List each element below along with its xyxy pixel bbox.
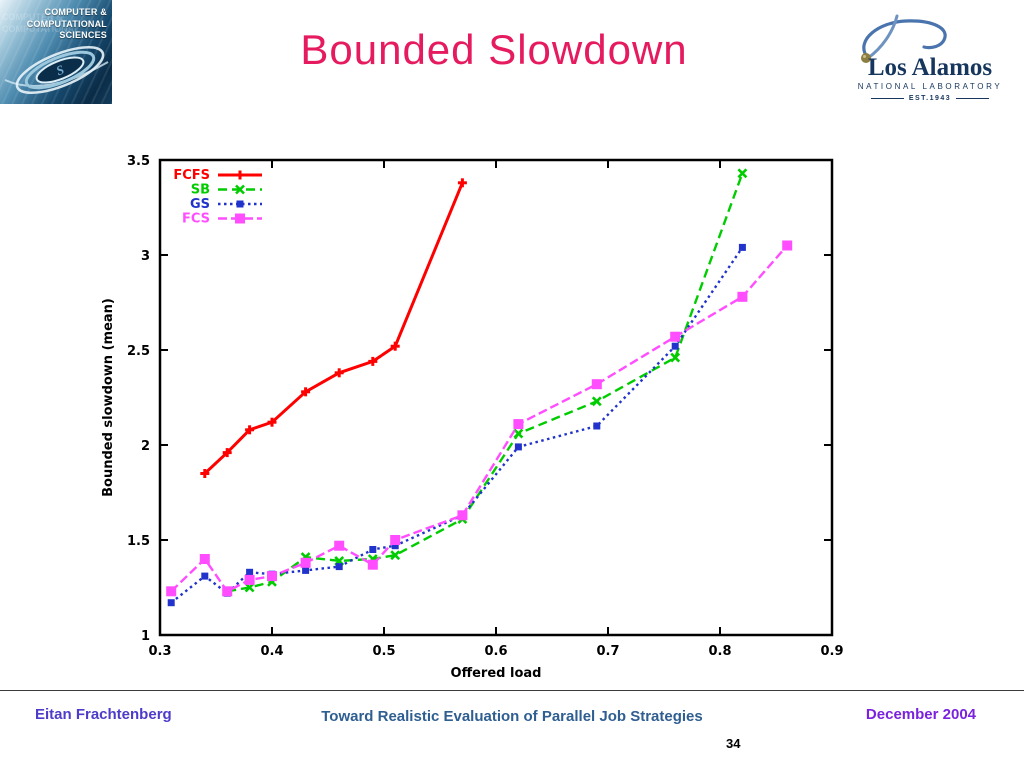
footer-presentation-title: Toward Realistic Evaluation of Parallel …: [321, 708, 703, 725]
est-line-left: [870, 98, 904, 99]
svg-text:Offered load: Offered load: [451, 666, 542, 681]
svg-text:0.6: 0.6: [484, 644, 507, 659]
atom-swirl-icon: [861, 14, 947, 63]
ccs-logo-ghost-text: COMPUTER & COMPUTATIONAL: [2, 12, 80, 34]
ccs-logo: COMPUTER & COMPUTATIONAL S COMPUTER & CO…: [0, 0, 112, 104]
lanl-wordmark: Los Alamos: [867, 54, 993, 81]
est-line-right: [956, 98, 990, 99]
svg-text:1: 1: [141, 629, 150, 644]
ccs-logo-line2: COMPUTATIONAL: [26, 18, 107, 29]
svg-text:0.7: 0.7: [596, 644, 619, 659]
svg-text:FCFS: FCFS: [173, 168, 210, 183]
svg-text:0.5: 0.5: [372, 644, 395, 659]
footer-divider: [0, 690, 1024, 691]
svg-text:GS: GS: [190, 197, 210, 212]
svg-text:2: 2: [141, 439, 150, 454]
lanl-est-text: EST.1943: [908, 95, 952, 102]
svg-text:Bounded slowdown (mean): Bounded slowdown (mean): [101, 298, 116, 497]
ccs-swirl-icon: S: [4, 46, 109, 94]
svg-text:0.3: 0.3: [148, 644, 171, 659]
lanl-subtitle: NATIONAL LABORATORY: [857, 82, 1003, 91]
svg-text:2.5: 2.5: [127, 344, 150, 359]
page-number: 34: [726, 736, 741, 751]
ccs-logo-line1: COMPUTER &: [44, 7, 107, 17]
los-alamos-logo: Los Alamos NATIONAL LABORATORY EST.1943: [840, 14, 1020, 108]
footer-author: Eitan Frachtenberg: [35, 706, 172, 723]
svg-text:3: 3: [141, 249, 150, 264]
svg-text:0.4: 0.4: [260, 644, 283, 659]
svg-text:0.9: 0.9: [820, 644, 843, 659]
svg-text:3.5: 3.5: [127, 154, 150, 169]
ccs-logo-line3: SCIENCES: [59, 30, 107, 41]
svg-text:1.5: 1.5: [127, 534, 150, 549]
page-title: Bounded Slowdown: [300, 26, 688, 73]
svg-text:FCS: FCS: [182, 212, 210, 227]
svg-text:0.8: 0.8: [708, 644, 731, 659]
svg-text:SB: SB: [191, 183, 210, 198]
lanl-est: EST.1943: [840, 95, 1020, 102]
footer-date: December 2004: [865, 706, 976, 723]
ccs-logo-text: COMPUTER & COMPUTATIONAL SCIENCES: [27, 7, 107, 42]
